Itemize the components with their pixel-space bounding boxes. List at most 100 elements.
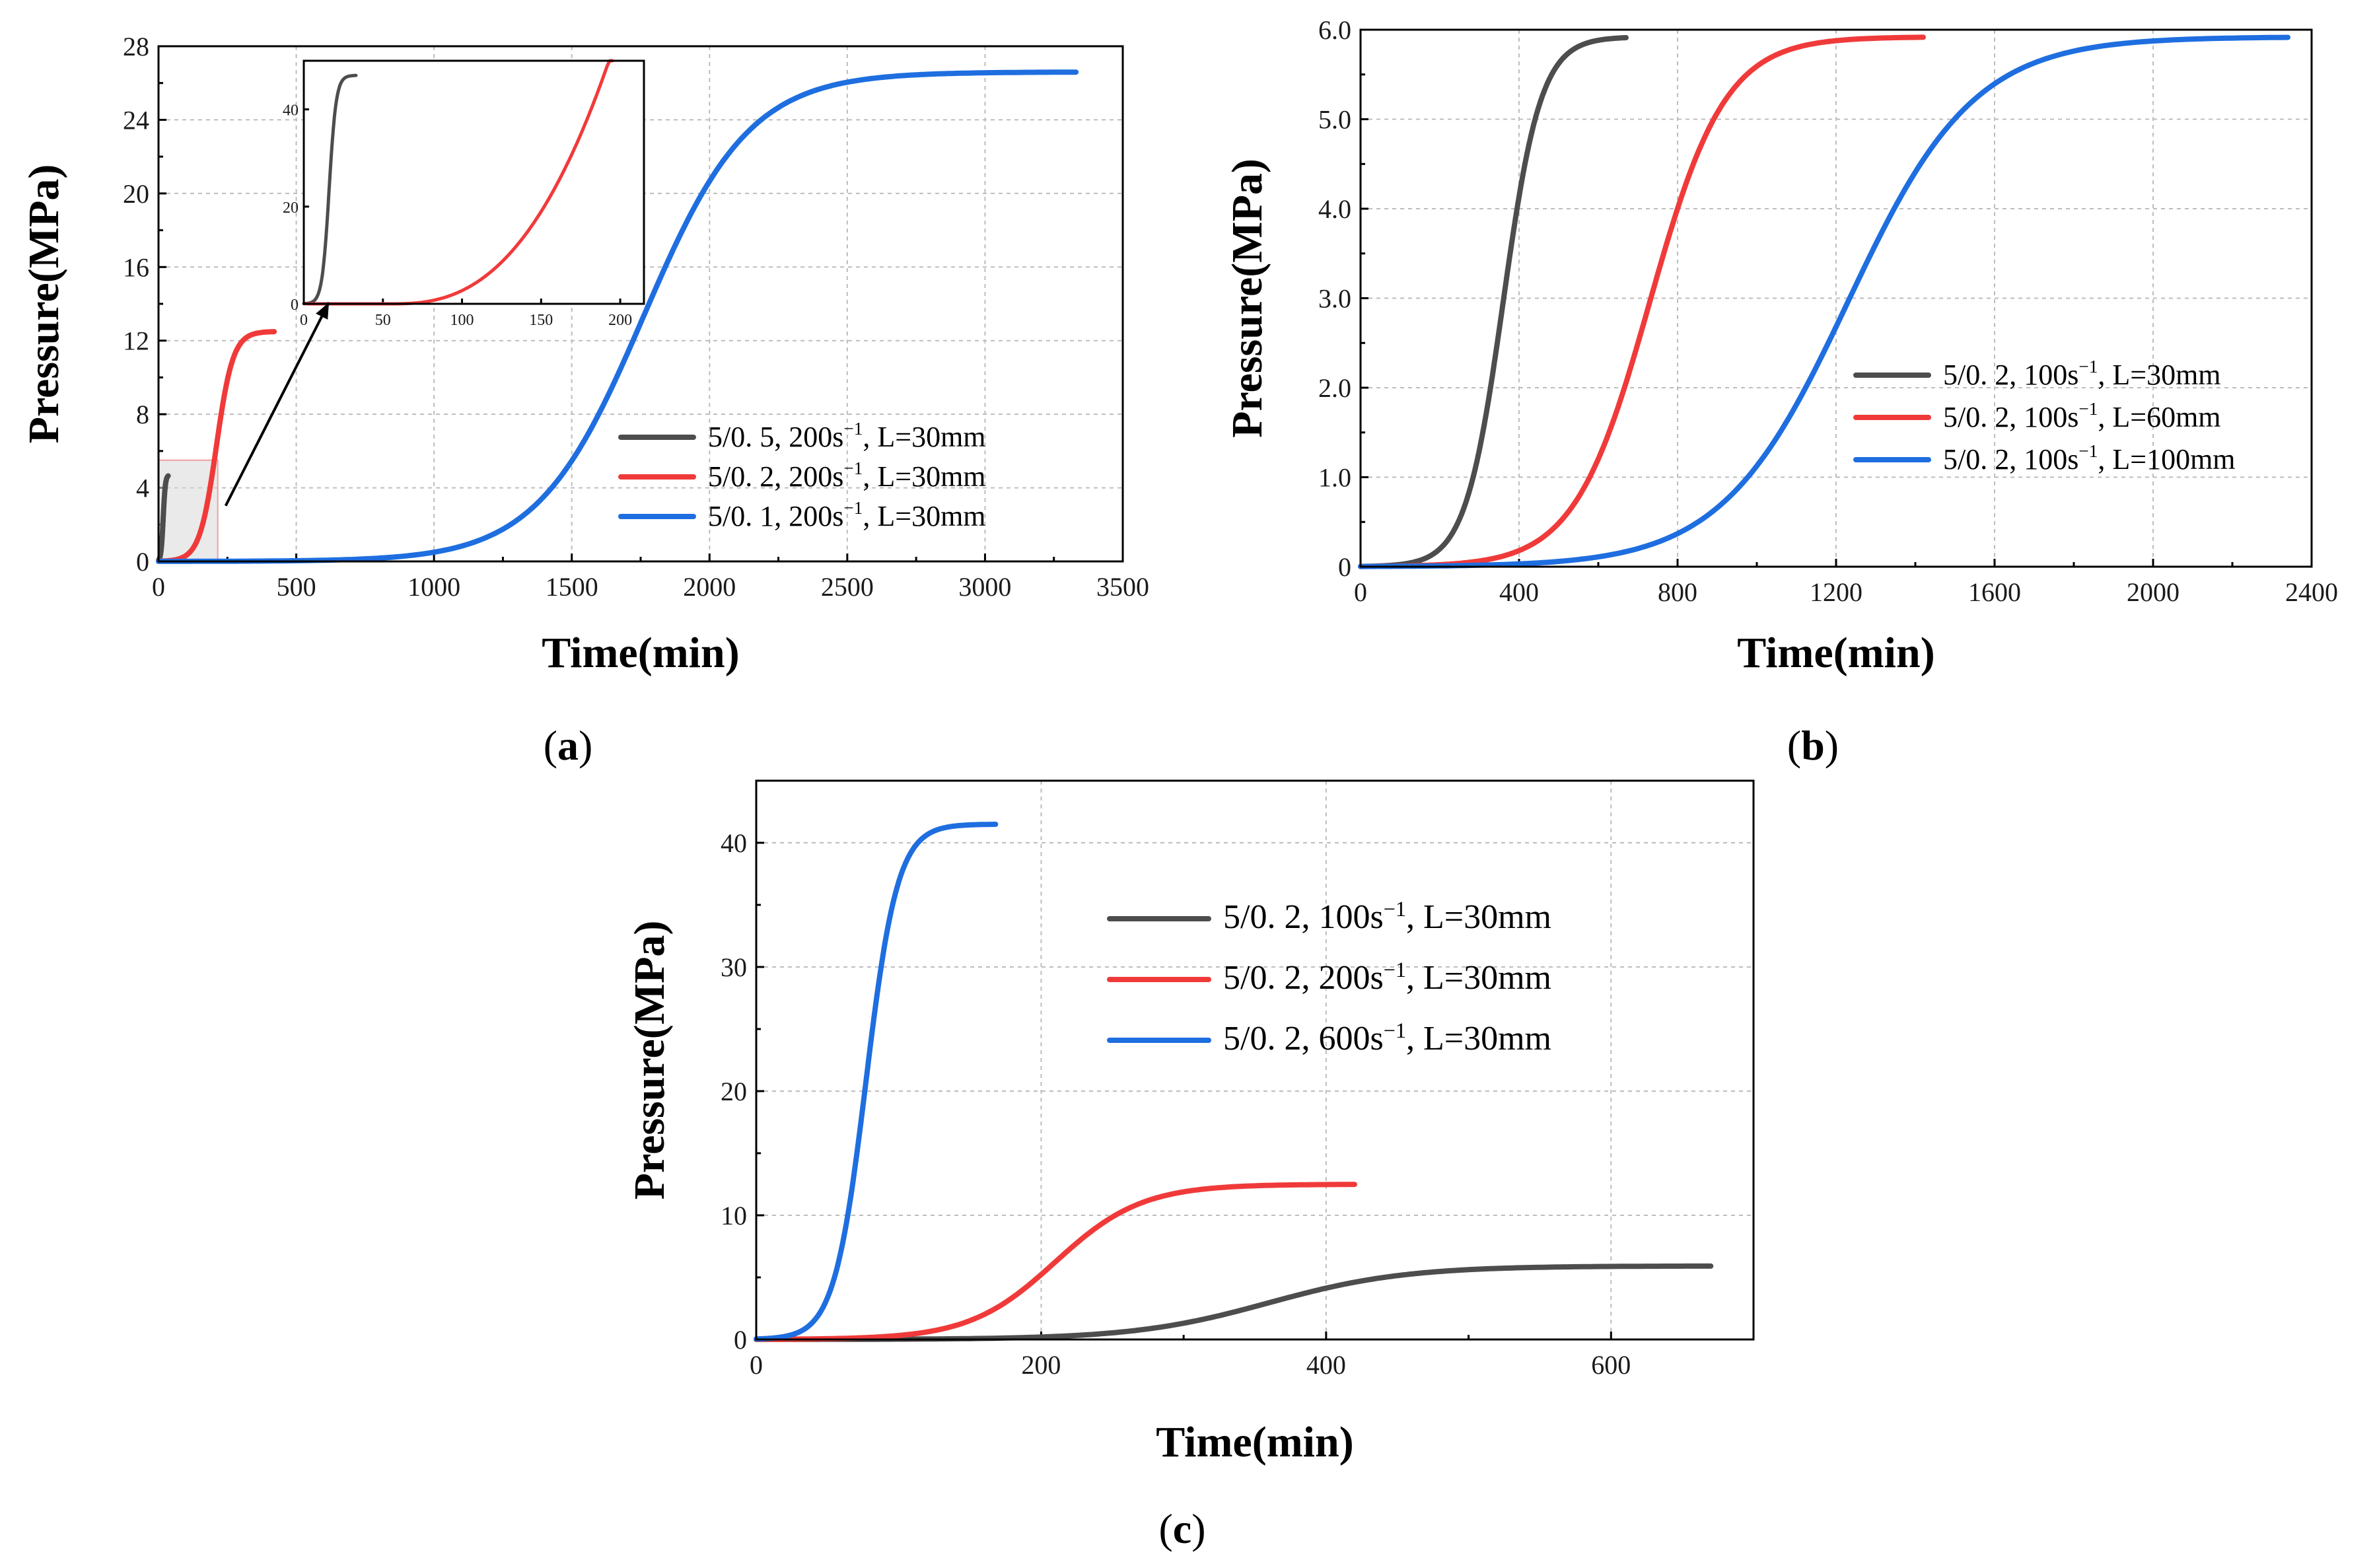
x-tick-label: 3000 (958, 572, 1011, 602)
x-tick-label: 200 (1021, 1350, 1061, 1380)
y-tick-label: 4 (136, 474, 149, 503)
chart-b: 0 400 800 1200 1600 2000 2400 0 1.0 2.0 3.0 4.0 5.0 6… (1223, 15, 2338, 769)
legend-label-suffix: , L=60mm (2098, 401, 2220, 433)
inset-y-tick-label: 20 (283, 199, 299, 217)
inset-x-tick-label: 100 (450, 312, 474, 329)
caption-close-paren: ) (579, 722, 592, 769)
y-tick-label: 20 (123, 179, 149, 209)
series-line-2 (754, 822, 999, 1342)
legend-label-2: 5/0. 2, 100s−1, L=100mm (1943, 441, 2236, 476)
inset-x-tick-label: 0 (300, 312, 308, 329)
inset-x-tick-label: 200 (608, 312, 632, 329)
plot-frame (157, 45, 1124, 563)
legend-label-main: 5/0. 2, 100s (1943, 401, 2078, 433)
caption-open-paren: ( (1158, 1505, 1172, 1552)
y-tick-label: 16 (123, 252, 149, 282)
chart-a: 0 500 1000 1500 2000 2500 3000 3500048121620242… (20, 32, 1149, 769)
inset-x-tick-label: 50 (375, 312, 391, 329)
x-tick-label: 1000 (408, 572, 460, 602)
legend-label-main: 5/0. 2, 200s (708, 460, 843, 493)
x-tick-label: 2500 (821, 572, 874, 602)
x-axis-title: Time(min) (1156, 1418, 1353, 1466)
inset-x-tick-label: 150 (529, 312, 553, 329)
inset-y-tick-label: 40 (283, 102, 299, 120)
legend-label-suffix: , L=30mm (863, 460, 985, 493)
x-tick-label: 1600 (1968, 577, 2021, 607)
x-tick-label: 500 (277, 572, 316, 602)
y-axis-title: Pressure(MPa) (20, 164, 68, 444)
y-tick-label: 5.0 (1318, 105, 1351, 135)
x-tick-label: 2000 (2127, 577, 2180, 607)
caption-letter: b (1801, 722, 1825, 769)
legend-label-main: 5/0. 5, 200s (708, 421, 843, 453)
x-tick-label: 600 (1591, 1350, 1631, 1380)
x-axis-title: Time(min) (1737, 629, 1934, 677)
legend-label-superscript: −1 (843, 419, 863, 439)
caption-open-paren: ( (544, 722, 557, 769)
y-tick-label: 0 (734, 1325, 747, 1355)
legend-label-main: 5/0. 2, 100s (1223, 898, 1384, 936)
zoom-arrow-head (316, 303, 329, 320)
legend-label-suffix: , L=30mm (2098, 359, 2220, 391)
caption-open-paren: ( (1787, 722, 1801, 769)
y-tick-label: 6.0 (1318, 15, 1351, 45)
legend-label-main: 5/0. 1, 200s (708, 500, 843, 532)
series-line-0 (156, 473, 171, 563)
inset-chart: 0 50 100 150 200 0 20 40 (283, 59, 645, 329)
legend-label-superscript: −1 (843, 498, 863, 518)
x-tick-label: 400 (1499, 577, 1539, 607)
legend-label-2: 5/0. 2, 600s−1, L=30mm (1223, 1018, 1551, 1057)
y-tick-label: 20 (721, 1077, 747, 1106)
y-tick-label: 0 (136, 547, 149, 577)
caption-letter: a (557, 722, 579, 769)
y-tick-label: 8 (136, 400, 149, 429)
legend-label-main: 5/0. 2, 100s (1943, 443, 2078, 476)
caption-close-paren: ) (1191, 1505, 1205, 1552)
y-axis-title: Pressure(MPa) (1223, 159, 1271, 438)
series-line-2 (1358, 34, 2290, 569)
y-tick-label: 2.0 (1318, 373, 1351, 403)
legend-label-superscript: −1 (1384, 958, 1406, 981)
legend-label-suffix: , L=30mm (1406, 1020, 1551, 1057)
legend-label-suffix: , L=30mm (863, 421, 985, 453)
x-axis-title: Time(min) (542, 629, 739, 677)
y-tick-label: 30 (721, 952, 747, 982)
series-line-1 (754, 1182, 1357, 1342)
y-tick-label: 28 (123, 32, 149, 61)
x-tick-label: 0 (1354, 577, 1367, 607)
legend-label-superscript: −1 (2078, 357, 2098, 376)
panel-caption: (c) (1158, 1505, 1205, 1552)
y-tick-label: 1.0 (1318, 463, 1351, 493)
zoom-arrow-shaft (224, 302, 330, 507)
x-tick-label: 0 (750, 1350, 763, 1380)
x-tick-label: 1200 (1810, 577, 1862, 607)
y-tick-label: 0 (1338, 552, 1351, 582)
legend-label-main: 5/0. 2, 200s (1223, 959, 1384, 997)
legend-label-0: 5/0. 5, 200s−1, L=30mm (708, 419, 986, 453)
legend-label-suffix: , L=30mm (863, 500, 985, 532)
y-axis-title: Pressure(MPa) (625, 921, 674, 1200)
legend-label-superscript: −1 (2078, 399, 2098, 419)
legend-label-0: 5/0. 2, 100s−1, L=30mm (1943, 357, 2221, 391)
legend-label-main: 5/0. 2, 100s (1943, 359, 2078, 391)
legend-label-1: 5/0. 2, 200s−1, L=30mm (1223, 958, 1551, 997)
x-tick-label: 800 (1658, 577, 1697, 607)
legend-label-superscript: −1 (843, 458, 863, 478)
panel-caption: (a) (544, 722, 593, 769)
y-tick-label: 40 (721, 828, 747, 858)
y-tick-label: 10 (721, 1201, 747, 1230)
x-tick-label: 2000 (683, 572, 736, 602)
caption-close-paren: ) (1825, 722, 1839, 769)
x-tick-label: 3500 (1096, 572, 1149, 602)
legend-label-suffix: , L=30mm (1406, 898, 1551, 936)
x-tick-label: 400 (1306, 1350, 1346, 1380)
legend-label-main: 5/0. 2, 600s (1223, 1020, 1384, 1057)
y-tick-label: 24 (123, 105, 149, 135)
legend-label-2: 5/0. 1, 200s−1, L=30mm (708, 498, 986, 532)
inset-y-tick-label: 0 (291, 297, 299, 314)
legend-label-suffix: , L=100mm (2098, 443, 2235, 476)
chart-c: 0 200 400 600 0 10 20 30 40 Time(min) Pressure(MPa… (625, 779, 1755, 1552)
x-tick-label: 2400 (2285, 577, 2338, 607)
inset-background (304, 61, 644, 304)
